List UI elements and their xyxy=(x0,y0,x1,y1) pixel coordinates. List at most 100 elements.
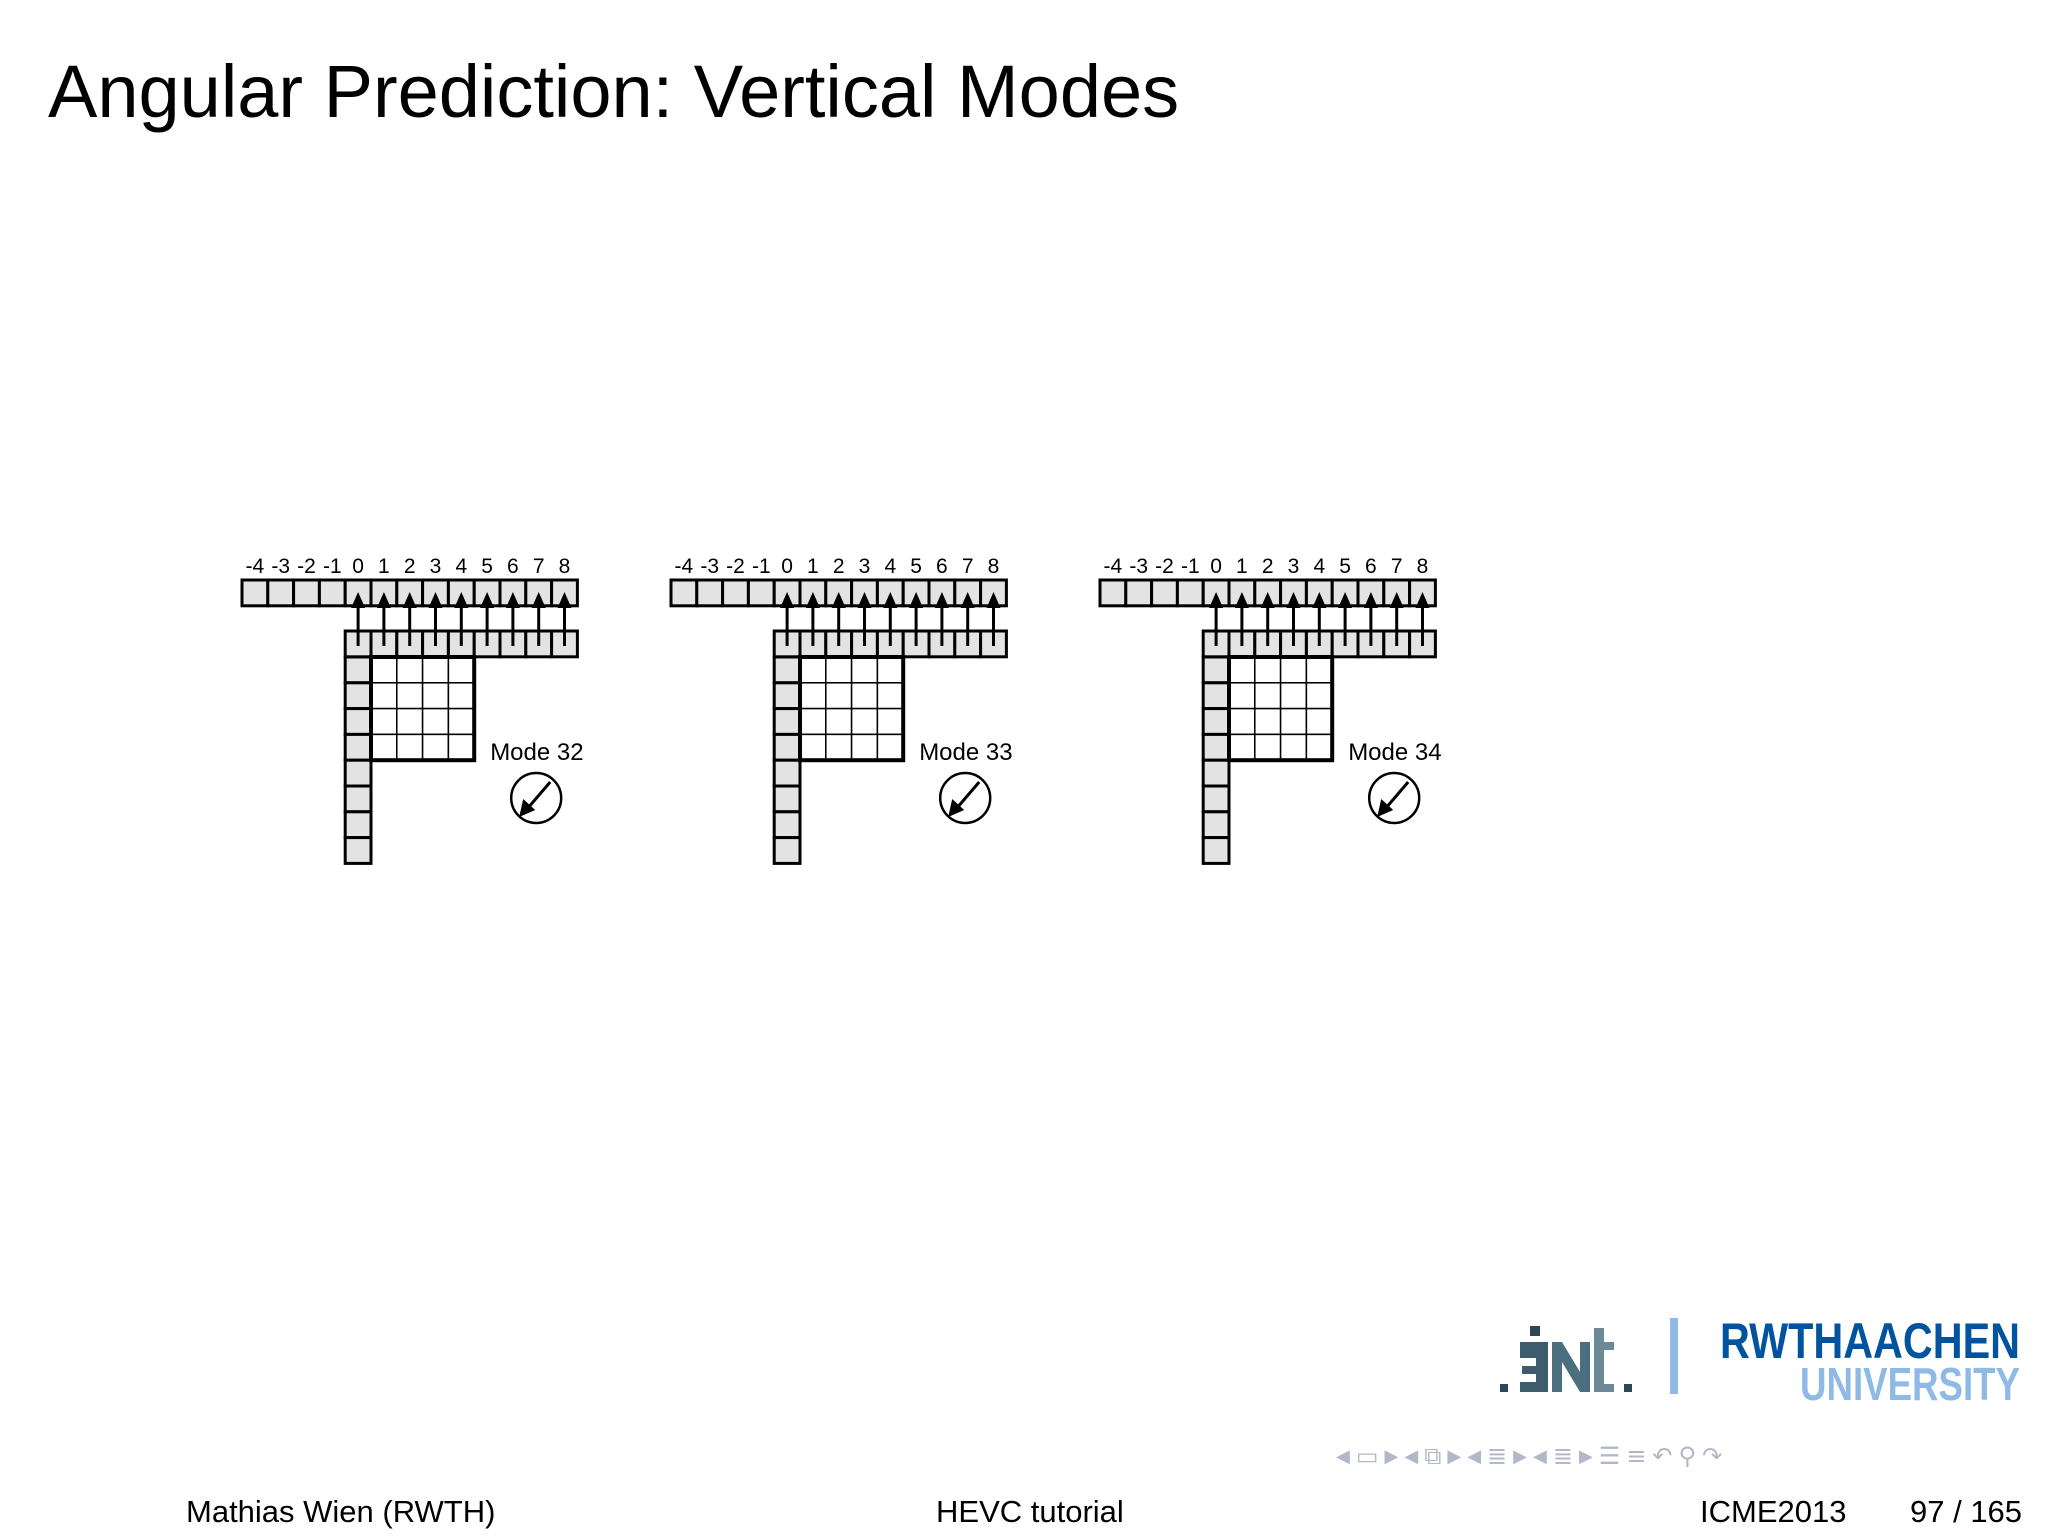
prediction-arrowhead xyxy=(1389,592,1404,608)
nav-left-arrow-icon[interactable]: ◀ xyxy=(1467,1445,1482,1467)
nav-left-arrow-icon[interactable]: ◀ xyxy=(1336,1445,1350,1467)
ref-sample-left xyxy=(772,732,802,762)
block-sample xyxy=(421,707,450,736)
ref-sample-upper xyxy=(1175,578,1205,608)
index-label: -4 xyxy=(1104,555,1123,578)
mode-label: Mode 33 xyxy=(919,739,1012,766)
ref-sample-upper xyxy=(669,578,699,608)
block-sample xyxy=(1279,707,1308,736)
nav-left-arrow-icon[interactable]: ◀ xyxy=(1404,1445,1419,1467)
prediction-arrowhead xyxy=(1312,592,1327,608)
nav-right-arrow-icon[interactable]: ▶ xyxy=(1578,1445,1593,1467)
block-sample xyxy=(1279,682,1308,710)
redo-icon[interactable]: ↷ xyxy=(1702,1442,1723,1470)
ref-sample-left xyxy=(343,784,373,814)
block-sample xyxy=(447,707,475,736)
align-icon[interactable]: ≡ xyxy=(1626,1442,1647,1470)
prediction-arrowhead xyxy=(831,592,846,608)
index-label: 0 xyxy=(781,555,793,578)
mode-label: Mode 32 xyxy=(490,739,583,766)
index-label: 7 xyxy=(962,555,974,578)
block-sample xyxy=(825,682,853,710)
block-sample xyxy=(396,707,424,736)
block-sample xyxy=(1228,656,1256,684)
block-sample xyxy=(850,733,879,761)
index-label: 6 xyxy=(1365,555,1377,578)
block-sample xyxy=(1254,733,1282,761)
search-icon[interactable]: ⚲ xyxy=(1678,1442,1697,1470)
ref-sample-left xyxy=(772,707,802,736)
prediction-arrowhead xyxy=(805,592,820,608)
prediction-arrowhead xyxy=(1338,592,1353,608)
prediction-arrowhead xyxy=(857,592,872,608)
section-icon[interactable]: ≣ xyxy=(1552,1442,1573,1470)
index-label: -2 xyxy=(726,555,745,578)
prediction-arrowhead xyxy=(428,592,443,608)
ref-sample-upper xyxy=(1124,578,1154,608)
block-sample xyxy=(876,707,904,736)
index-label: -1 xyxy=(1181,555,1200,578)
index-label: 6 xyxy=(936,555,948,578)
footer-page: 97 / 165 xyxy=(1910,1494,2023,1529)
nav-right-arrow-icon[interactable]: ▶ xyxy=(1447,1445,1462,1467)
nav-right-arrow-icon[interactable]: ▶ xyxy=(1384,1445,1399,1467)
prediction-block xyxy=(798,655,906,763)
block-sample xyxy=(1305,733,1333,761)
appendix-icon[interactable]: ☰ xyxy=(1598,1442,1621,1470)
block-sample xyxy=(1279,733,1308,761)
prediction-arrowhead xyxy=(986,592,1001,608)
ref-sample-upper xyxy=(292,578,321,608)
ref-sample-left xyxy=(772,836,802,865)
prediction-arrowhead xyxy=(1363,592,1378,608)
block-sample xyxy=(396,733,424,761)
block-sample xyxy=(370,656,398,684)
ref-sample-left xyxy=(1201,836,1231,865)
ref-sample-left xyxy=(343,836,373,865)
index-label: 5 xyxy=(910,555,922,578)
ref-sample-upper xyxy=(695,578,725,608)
index-label: 2 xyxy=(404,555,416,578)
block-sample xyxy=(876,656,904,684)
ref-sample-upper xyxy=(266,578,296,608)
index-label: 3 xyxy=(1288,555,1300,578)
index-label: 6 xyxy=(507,555,519,578)
prediction-arrowhead xyxy=(934,592,949,608)
block-sample xyxy=(421,733,450,761)
index-label: 2 xyxy=(833,555,845,578)
block-sample xyxy=(799,733,827,761)
index-label: -1 xyxy=(323,555,342,578)
prediction-arrowhead xyxy=(909,592,924,608)
section-icon[interactable]: ≣ xyxy=(1487,1442,1508,1470)
nav-left-arrow-icon[interactable]: ◀ xyxy=(1533,1445,1547,1467)
block-sample xyxy=(1305,656,1333,684)
subsection-icon[interactable]: ⧉ xyxy=(1424,1442,1442,1470)
ref-sample-left xyxy=(772,784,802,814)
ref-sample-left xyxy=(1201,681,1231,711)
undo-icon[interactable]: ↶ xyxy=(1652,1442,1673,1470)
block-sample xyxy=(421,682,450,710)
index-label: 1 xyxy=(807,555,819,578)
block-sample xyxy=(799,682,827,710)
nav-right-arrow-icon[interactable]: ▶ xyxy=(1513,1445,1527,1467)
block-sample xyxy=(799,656,827,684)
index-label: -3 xyxy=(1129,555,1148,578)
block-sample xyxy=(370,733,398,761)
block-sample xyxy=(1254,682,1282,710)
index-label: 8 xyxy=(559,555,571,578)
block-sample xyxy=(876,682,904,710)
prediction-arrowhead xyxy=(531,592,546,608)
ref-sample-left xyxy=(343,681,373,711)
block-sample xyxy=(396,656,424,684)
frame-icon[interactable]: ▭ xyxy=(1355,1442,1379,1470)
prediction-arrowhead xyxy=(402,592,417,608)
block-sample xyxy=(1254,656,1282,684)
rwth-logo-line1: RWTHAACHEN xyxy=(1720,1313,2020,1369)
block-sample xyxy=(421,656,450,684)
prediction-arrowhead xyxy=(454,592,469,608)
ref-sample-upper xyxy=(1150,578,1179,608)
index-label: 5 xyxy=(481,555,493,578)
index-label: 7 xyxy=(533,555,545,578)
ref-sample-upper xyxy=(240,578,270,608)
prediction-arrowhead xyxy=(1415,592,1430,608)
